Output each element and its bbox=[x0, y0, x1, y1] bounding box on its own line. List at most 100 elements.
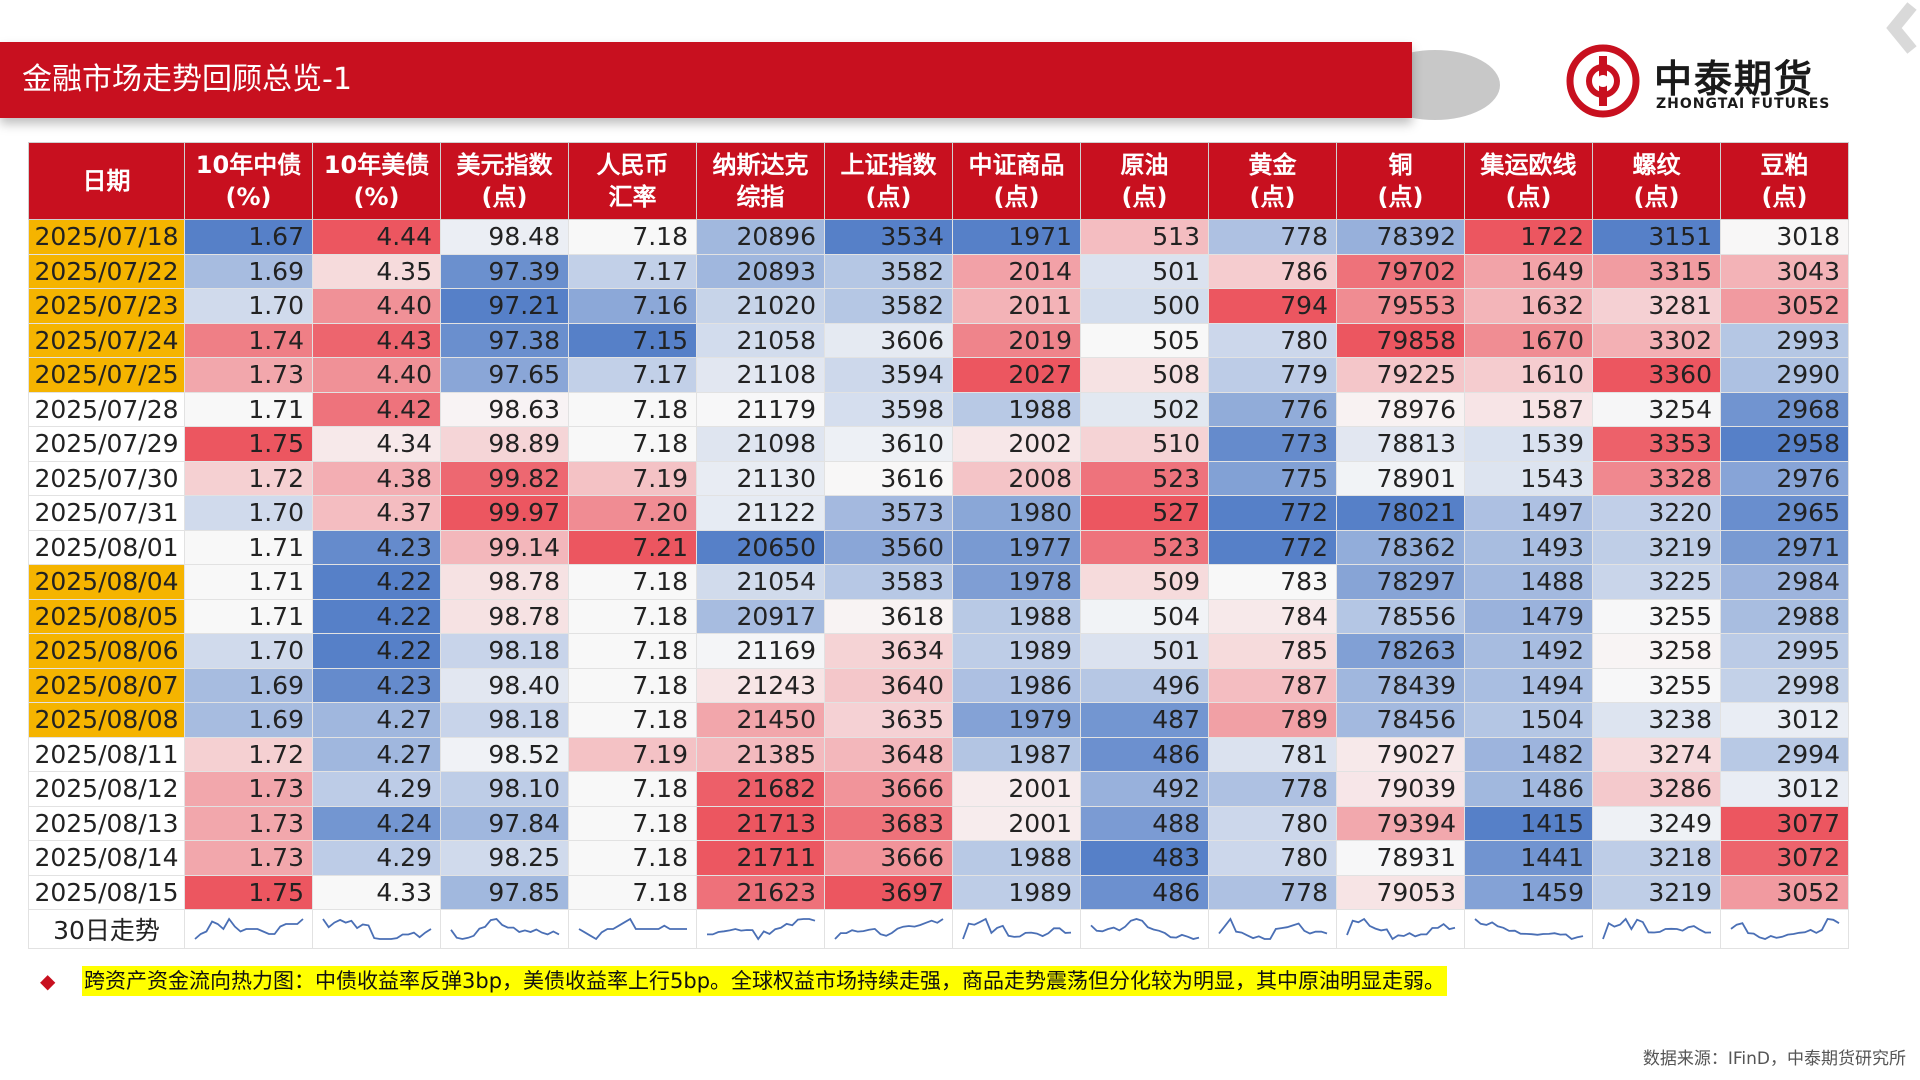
sparkline-line bbox=[449, 918, 559, 940]
value-cell: 3052 bbox=[1720, 874, 1849, 910]
value-cell: 2001 bbox=[952, 771, 1081, 807]
value-cell: 98.18 bbox=[440, 633, 569, 669]
value-cell: 3353 bbox=[1592, 426, 1721, 462]
column-header: 美元指数 (点) bbox=[440, 142, 569, 220]
table-row: 2025/07/29 1.75 4.34 98.89 7.18 21098 3610 2002… bbox=[28, 426, 1849, 462]
column-header-line2: (%) bbox=[353, 183, 400, 211]
column-header: 铜 (点) bbox=[1336, 142, 1465, 220]
value-cell: 1482 bbox=[1464, 736, 1593, 772]
value-cell: 1.72 bbox=[184, 736, 313, 772]
value-cell: 523 bbox=[1080, 460, 1209, 496]
value-cell: 3255 bbox=[1592, 598, 1721, 634]
value-cell: 1988 bbox=[952, 840, 1081, 876]
sparkline-chart bbox=[1089, 918, 1199, 940]
column-header: 螺纹 (点) bbox=[1592, 142, 1721, 220]
value-cell: 509 bbox=[1080, 564, 1209, 600]
value-cell: 1988 bbox=[952, 391, 1081, 427]
value-cell: 779 bbox=[1208, 357, 1337, 393]
column-header: 纳斯达克 综指 bbox=[696, 142, 825, 220]
value-cell: 2019 bbox=[952, 322, 1081, 358]
value-cell: 1492 bbox=[1464, 633, 1593, 669]
value-cell: 7.20 bbox=[568, 495, 697, 531]
value-cell: 2995 bbox=[1720, 633, 1849, 669]
column-header-line1: 黄金 bbox=[1248, 151, 1297, 179]
value-cell: 20893 bbox=[696, 253, 825, 289]
value-cell: 1.75 bbox=[184, 426, 313, 462]
value-cell: 3697 bbox=[824, 874, 953, 910]
value-cell: 79225 bbox=[1336, 357, 1465, 393]
value-cell: 79702 bbox=[1336, 253, 1465, 289]
value-cell: 21098 bbox=[696, 426, 825, 462]
value-cell: 3606 bbox=[824, 322, 953, 358]
value-cell: 794 bbox=[1208, 288, 1337, 324]
value-cell: 1.69 bbox=[184, 702, 313, 738]
table-row: 2025/08/12 1.73 4.29 98.10 7.18 21682 3666 2001… bbox=[28, 771, 1849, 807]
sparkline-cell bbox=[1464, 909, 1593, 949]
column-header-line2: (点) bbox=[1505, 183, 1552, 211]
value-cell: 1.75 bbox=[184, 874, 313, 910]
value-cell: 79394 bbox=[1336, 805, 1465, 841]
column-header-line1: 集运欧线 bbox=[1480, 151, 1577, 179]
value-cell: 3302 bbox=[1592, 322, 1721, 358]
table-row: 2025/08/05 1.71 4.22 98.78 7.18 20917 3618 1988… bbox=[28, 598, 1849, 634]
sparkline-chart bbox=[1473, 918, 1583, 940]
sparkline-line bbox=[578, 917, 687, 941]
value-cell: 2990 bbox=[1720, 357, 1849, 393]
value-cell: 1.69 bbox=[184, 253, 313, 289]
value-cell: 4.27 bbox=[312, 702, 441, 738]
value-cell: 7.18 bbox=[568, 702, 697, 738]
value-cell: 2002 bbox=[952, 426, 1081, 462]
value-cell: 1543 bbox=[1464, 460, 1593, 496]
value-cell: 1539 bbox=[1464, 426, 1593, 462]
value-cell: 1.74 bbox=[184, 322, 313, 358]
value-cell: 98.78 bbox=[440, 564, 569, 600]
value-cell: 780 bbox=[1208, 322, 1337, 358]
value-cell: 3666 bbox=[824, 771, 953, 807]
sparkline-line bbox=[961, 917, 1071, 940]
value-cell: 1.67 bbox=[184, 219, 313, 255]
value-cell: 784 bbox=[1208, 598, 1337, 634]
logo-cn-text: 中泰期货 bbox=[1654, 57, 1815, 101]
value-cell: 3560 bbox=[824, 529, 953, 565]
value-cell: 3573 bbox=[824, 495, 953, 531]
value-cell: 98.25 bbox=[440, 840, 569, 876]
table-row: 2025/08/15 1.75 4.33 97.85 7.18 21623 3697 1989… bbox=[28, 874, 1849, 910]
sparkline-cell bbox=[952, 909, 1081, 949]
value-cell: 1493 bbox=[1464, 529, 1593, 565]
value-cell: 775 bbox=[1208, 460, 1337, 496]
sparkline-line bbox=[833, 918, 943, 940]
table-row: 2025/07/23 1.70 4.40 97.21 7.16 21020 3582 2011… bbox=[28, 288, 1849, 324]
sparkline-cell bbox=[1592, 909, 1721, 949]
value-cell: 3220 bbox=[1592, 495, 1721, 531]
value-cell: 78931 bbox=[1336, 840, 1465, 876]
value-cell: 78392 bbox=[1336, 219, 1465, 255]
value-cell: 2993 bbox=[1720, 322, 1849, 358]
value-cell: 2965 bbox=[1720, 495, 1849, 531]
summary-note: 跨资产资金流向热力图：中债收益率反弹3bp，美债收益率上行5bp。全球权益市场持… bbox=[82, 966, 1448, 996]
value-cell: 492 bbox=[1080, 771, 1209, 807]
value-cell: 2008 bbox=[952, 460, 1081, 496]
value-cell: 3634 bbox=[824, 633, 953, 669]
value-cell: 1980 bbox=[952, 495, 1081, 531]
column-header: 豆粕 (点) bbox=[1720, 142, 1849, 220]
table-row: 2025/08/13 1.73 4.24 97.84 7.18 21713 3683 2001… bbox=[28, 805, 1849, 841]
value-cell: 3286 bbox=[1592, 771, 1721, 807]
value-cell: 3618 bbox=[824, 598, 953, 634]
value-cell: 3255 bbox=[1592, 667, 1721, 703]
value-cell: 3610 bbox=[824, 426, 953, 462]
sparkline-cell bbox=[1080, 909, 1209, 949]
value-cell: 21020 bbox=[696, 288, 825, 324]
value-cell: 21713 bbox=[696, 805, 825, 841]
sparkline-chart bbox=[578, 917, 687, 941]
table-row: 2025/08/08 1.69 4.27 98.18 7.18 21450 3635 1979… bbox=[28, 702, 1849, 738]
value-cell: 1.73 bbox=[184, 840, 313, 876]
value-cell: 3274 bbox=[1592, 736, 1721, 772]
value-cell: 773 bbox=[1208, 426, 1337, 462]
value-cell: 3328 bbox=[1592, 460, 1721, 496]
value-cell: 4.34 bbox=[312, 426, 441, 462]
value-cell: 1986 bbox=[952, 667, 1081, 703]
sparkline-cell bbox=[1720, 909, 1849, 949]
value-cell: 98.10 bbox=[440, 771, 569, 807]
value-cell: 1494 bbox=[1464, 667, 1593, 703]
value-cell: 78297 bbox=[1336, 564, 1465, 600]
